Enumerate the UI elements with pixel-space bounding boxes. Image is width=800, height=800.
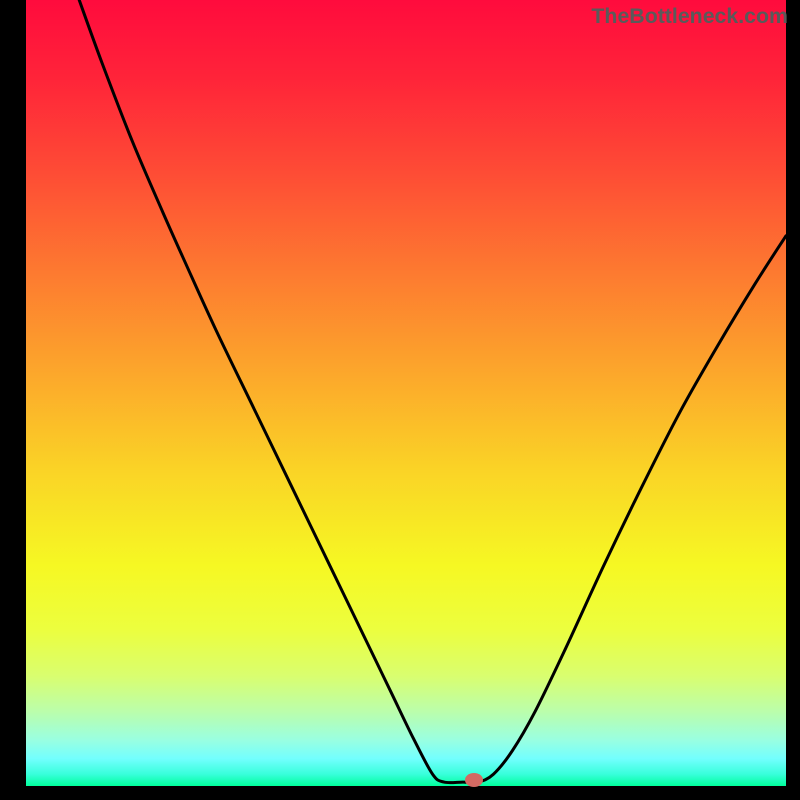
curve-svg bbox=[26, 0, 786, 786]
chart-container: TheBottleneck.com bbox=[0, 0, 800, 800]
watermark-text: TheBottleneck.com bbox=[591, 4, 788, 29]
plot-area bbox=[26, 0, 786, 786]
optimal-point-marker bbox=[465, 773, 483, 787]
bottleneck-curve bbox=[79, 0, 786, 783]
